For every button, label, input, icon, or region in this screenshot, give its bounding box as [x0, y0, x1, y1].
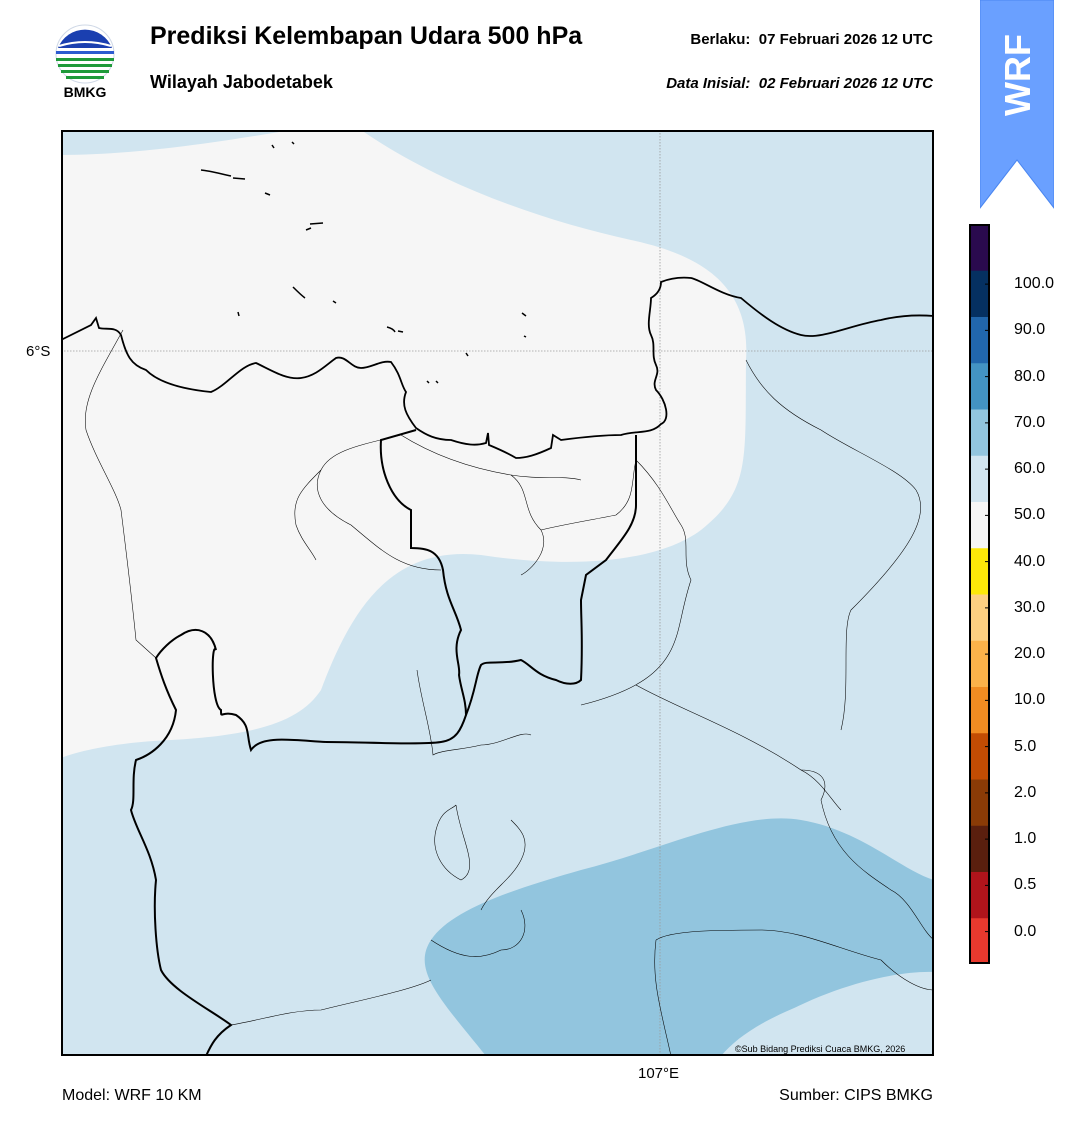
colorbar-tick-label: 10.0	[1014, 691, 1046, 709]
latitude-label: 6°S	[26, 343, 51, 360]
wrf-badge	[980, 0, 1054, 209]
model-info: Model: WRF 10 KM	[62, 1087, 202, 1104]
colorbar-tick-label: 40.0	[1014, 552, 1046, 570]
colorbar-segment	[969, 547, 990, 595]
colorbar-segment	[969, 917, 990, 964]
init-label: Data Inisial:	[666, 75, 751, 92]
valid-time: Berlaku: 07 Februari 2026 12 UTC	[690, 31, 933, 48]
regency-boundaries	[84, 329, 934, 1056]
colorbar-tick-label: 0.5	[1014, 876, 1037, 894]
colorbar-tick-label: 2.0	[1014, 783, 1037, 801]
colorbar-segment	[969, 501, 990, 549]
map-subtitle: Wilayah Jabodetabek	[150, 72, 333, 92]
colorbar-tick-label: 0.0	[1014, 922, 1037, 940]
colorbar-segment	[969, 409, 990, 456]
humidity-zone-60-70	[424, 818, 934, 1056]
colorbar-segment	[969, 224, 990, 271]
map-frame	[61, 130, 934, 1056]
province-borders	[129, 429, 637, 1056]
colorbar-tick-label: 5.0	[1014, 737, 1037, 755]
colorbar-segment	[969, 455, 990, 502]
bmkg-logo	[50, 18, 120, 102]
colorbar-segment	[969, 640, 990, 687]
colorbar-segment	[969, 779, 990, 826]
colorbar-tick-label: 20.0	[1014, 645, 1046, 663]
colorbar-tick-label: 80.0	[1014, 367, 1046, 385]
colorbar-tick-label: 30.0	[1014, 598, 1046, 616]
humidity-map[interactable]	[61, 130, 934, 1056]
colorbar-segment	[969, 316, 990, 364]
colorbar-segment	[969, 594, 990, 641]
colorbar-tick-label: 50.0	[1014, 506, 1046, 524]
copyright-credit: ©Sub Bidang Prediksi Cuaca BMKG, 2026	[735, 1044, 906, 1054]
java-north-coastline	[61, 276, 934, 459]
init-value: 02 Februari 2026 12 UTC	[758, 75, 933, 92]
valid-label: Berlaku:	[690, 31, 751, 48]
humidity-zone-50-60-se	[721, 972, 934, 1056]
wrf-badge-label: WRF	[997, 34, 1038, 116]
colorbar-segment	[969, 825, 990, 872]
colorbar-tick-label: 90.0	[1014, 321, 1046, 339]
source-info: Sumber: CIPS BMKG	[779, 1087, 933, 1104]
humidity-zone-40-50	[61, 130, 747, 758]
colorbar-segment	[969, 270, 990, 317]
map-title: Prediksi Kelembapan Udara 500 hPa	[150, 22, 583, 50]
kepulauan-seribu-islands	[200, 141, 527, 384]
bmkg-logo-text: BMKG	[63, 84, 107, 100]
colorbar-segment	[969, 871, 990, 919]
colorbar-tick-label: 60.0	[1014, 460, 1046, 478]
longitude-label: 107°E	[638, 1065, 680, 1082]
colorbar	[969, 224, 990, 964]
svg-text:WRF: WRF	[997, 34, 1038, 116]
init-time: Data Inisial: 02 Februari 2026 12 UTC	[666, 75, 933, 92]
colorbar-frame	[969, 224, 990, 964]
colorbar-segment	[969, 362, 990, 410]
colorbar-segment	[969, 732, 990, 780]
colorbar-segment	[969, 686, 990, 734]
colorbar-tick-label: 100.0	[1014, 275, 1055, 293]
valid-value: 07 Februari 2026 12 UTC	[758, 31, 933, 48]
colorbar-tick-label: 1.0	[1014, 830, 1037, 848]
colorbar-tick-label: 70.0	[1014, 413, 1046, 431]
